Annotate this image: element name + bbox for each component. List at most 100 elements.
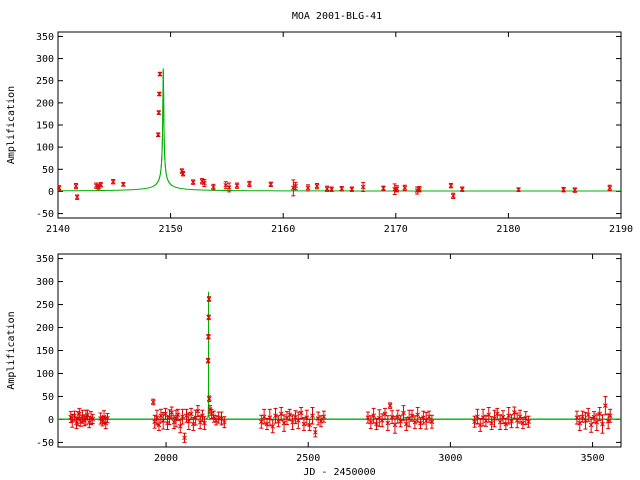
data-marker: [186, 418, 192, 424]
x-tick-label: 2170: [384, 224, 408, 235]
data-point: [585, 407, 591, 422]
data-marker: [156, 422, 162, 428]
data-point: [105, 412, 110, 424]
data-point: [588, 417, 594, 433]
data-marker: [190, 179, 196, 185]
data-marker: [600, 421, 605, 427]
model-curve-peak: [154, 68, 173, 187]
y-tick-label: 250: [36, 76, 54, 87]
data-marker: [90, 416, 96, 422]
data-point: [486, 406, 492, 423]
data-marker: [591, 414, 597, 420]
data-marker: [156, 110, 162, 115]
data-marker: [155, 132, 161, 138]
data-point: [394, 185, 400, 193]
data-marker: [389, 414, 395, 420]
data-point: [402, 184, 408, 192]
data-marker: [324, 186, 330, 192]
y-tick-label: 50: [42, 392, 54, 403]
data-point: [156, 418, 162, 431]
data-point: [206, 314, 212, 321]
data-marker: [304, 415, 310, 420]
x-tick-label: 2180: [496, 224, 520, 235]
y-axis-label: Amplification: [6, 86, 17, 164]
data-marker: [503, 421, 509, 427]
data-point: [268, 181, 274, 188]
data-point: [155, 132, 161, 138]
data-point: [90, 413, 96, 425]
chart-title: MOA 2001-BLG-41: [292, 11, 382, 22]
data-marker: [74, 194, 80, 200]
data-marker: [216, 415, 222, 420]
data-marker: [450, 193, 456, 199]
data-point: [156, 110, 162, 115]
data-marker: [312, 429, 318, 435]
data-marker: [588, 422, 594, 428]
data-point: [163, 407, 168, 420]
data-marker: [98, 182, 104, 188]
data-point: [211, 183, 216, 191]
data-marker: [526, 419, 531, 425]
data-marker: [607, 413, 613, 419]
data-marker: [267, 415, 273, 420]
data-marker: [195, 408, 201, 414]
x-tick-label: 3000: [438, 453, 462, 464]
data-point: [156, 91, 162, 97]
y-tick-label: 0: [48, 187, 54, 198]
y-tick-label: 50: [42, 165, 54, 176]
data-marker: [202, 420, 207, 426]
y-tick-label: 250: [36, 300, 54, 311]
data-point: [497, 414, 503, 431]
data-point: [278, 406, 284, 421]
data-point: [152, 414, 158, 429]
data-marker: [58, 185, 62, 191]
data-marker: [261, 414, 267, 420]
data-marker: [206, 296, 212, 302]
data-marker: [448, 183, 454, 189]
data-marker: [594, 419, 600, 425]
data-point: [180, 171, 186, 177]
data-marker: [310, 413, 315, 419]
data-point: [509, 414, 514, 429]
data-marker: [403, 421, 409, 427]
data-marker: [273, 413, 278, 419]
data-point: [324, 185, 330, 192]
y-tick-label: 300: [36, 277, 54, 288]
data-marker: [219, 416, 224, 421]
data-point: [290, 414, 295, 431]
data-point: [88, 411, 94, 425]
data-point: [182, 432, 187, 443]
data-marker: [247, 181, 252, 187]
data-marker: [180, 414, 185, 420]
data-marker: [156, 91, 162, 97]
top-panel: -50 0 50 100 150 200 250 300 350 2140 2150 2160 2170…: [6, 31, 633, 235]
data-marker: [314, 183, 320, 189]
data-point: [180, 408, 185, 425]
data-marker: [202, 180, 207, 186]
x-tick-label: 2190: [609, 224, 633, 235]
data-point: [310, 406, 315, 425]
data-point: [234, 182, 240, 189]
data-marker: [385, 420, 391, 426]
data-marker: [472, 419, 477, 425]
data-point: [98, 182, 104, 188]
data-point: [312, 427, 318, 438]
data-point: [221, 416, 227, 429]
data-marker: [305, 185, 311, 191]
data-point: [459, 186, 465, 192]
data-point: [477, 418, 483, 432]
data-point: [206, 296, 212, 302]
data-marker: [169, 410, 175, 415]
data-marker: [512, 410, 517, 415]
data-marker: [295, 417, 301, 423]
data-point: [284, 411, 290, 425]
x-tick-label: 2140: [46, 224, 70, 235]
data-marker: [110, 179, 116, 185]
data-marker: [387, 403, 393, 408]
data-marker: [516, 187, 521, 193]
data-point: [261, 408, 267, 425]
data-marker: [69, 418, 75, 424]
data-point: [190, 179, 196, 185]
data-marker: [234, 183, 240, 189]
